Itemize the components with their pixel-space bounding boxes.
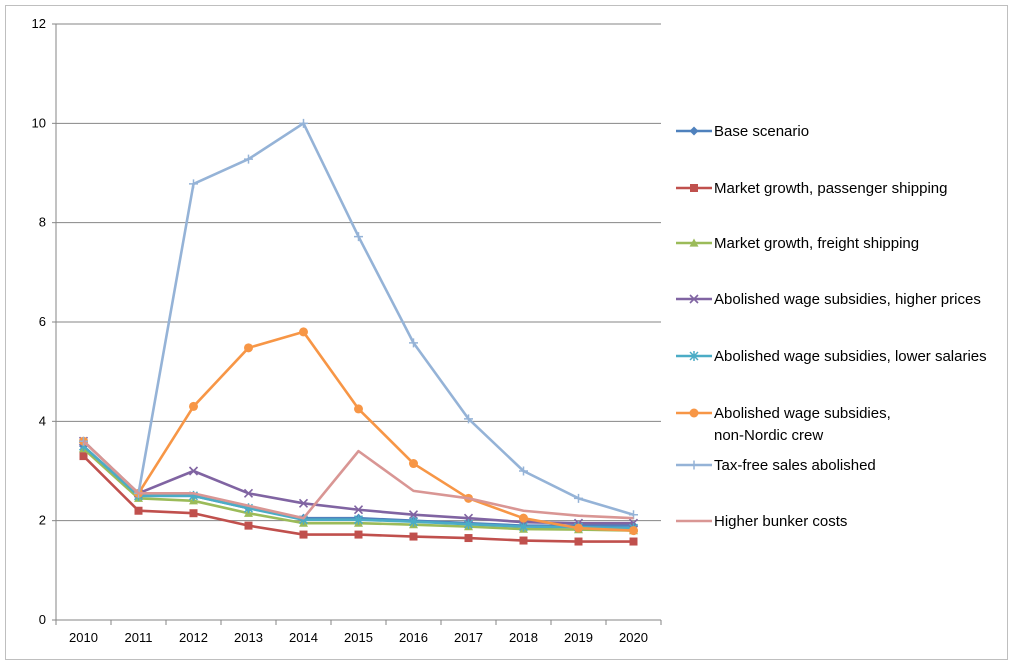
legend-entry: Abolished wage subsidies, higher prices — [676, 291, 981, 308]
data-point-square — [519, 536, 528, 545]
data-point-square — [629, 537, 638, 546]
legend-entry: Market growth, freight shipping — [676, 235, 919, 252]
x-tick-label: 2013 — [234, 630, 263, 645]
legend: Base scenario Market growth, passenger sh… — [676, 123, 987, 530]
legend-label: Abolished wage subsidies, lower salaries — [714, 348, 987, 365]
legend-label: Market growth, freight shipping — [714, 235, 919, 252]
y-tick-label: 12 — [32, 16, 46, 31]
data-point-x — [298, 498, 309, 508]
data-point-plus — [244, 154, 253, 164]
legend-label: Base scenario — [714, 123, 809, 140]
series-7 — [82, 440, 634, 520]
data-point-circle — [574, 523, 583, 533]
data-point-circle — [244, 343, 253, 353]
series-1 — [79, 452, 638, 546]
y-tick-label: 6 — [39, 314, 46, 329]
x-tick-label: 2015 — [344, 630, 373, 645]
legend-entry: Abolished wage subsidies, non-Nordic crew — [676, 405, 891, 444]
y-tick-label: 10 — [32, 115, 46, 130]
x-tick-label: 2014 — [289, 630, 318, 645]
data-point-diamond — [689, 126, 699, 136]
data-point-star — [353, 514, 364, 525]
line-chart: 0 2 4 6 8 10 12 2010 2011 2012 2013 2014 2015 2016 201… — [32, 16, 987, 645]
x-tick-label: 2016 — [399, 630, 428, 645]
data-point-plus — [409, 338, 418, 348]
data-point-x — [408, 510, 419, 520]
chart-frame: 0 2 4 6 8 10 12 2010 2011 2012 2013 2014 2015 2016 201… — [5, 5, 1008, 660]
data-point-x — [689, 294, 699, 304]
data-point-circle — [354, 404, 363, 414]
data-point-star — [463, 519, 474, 530]
x-tick-label: 2018 — [509, 630, 538, 645]
legend-entry: Market growth, passenger shipping — [676, 180, 947, 197]
data-point-square — [79, 452, 88, 461]
data-point-star — [408, 516, 419, 527]
series-5 — [79, 327, 638, 536]
data-point-star — [689, 351, 699, 361]
data-point-circle — [629, 526, 638, 536]
legend-label: Higher bunker costs — [714, 513, 847, 530]
y-tick-label: 4 — [39, 413, 46, 428]
legend-label: Abolished wage subsidies, higher prices — [714, 291, 981, 308]
data-point-square — [354, 530, 363, 539]
y-tick-label: 0 — [39, 612, 46, 627]
data-point-x — [243, 488, 254, 498]
data-point-circle — [409, 459, 418, 469]
data-point-circle — [689, 408, 699, 418]
data-point-plus — [189, 179, 198, 189]
series-line — [82, 122, 634, 516]
data-point-plus — [519, 466, 528, 476]
legend-entry: Base scenario — [676, 123, 809, 140]
data-point-square — [134, 506, 143, 515]
x-tick-label: 2019 — [564, 630, 593, 645]
series-6 — [79, 118, 638, 520]
data-point-circle — [299, 327, 308, 337]
data-point-square — [299, 530, 308, 539]
y-tick-label: 2 — [39, 513, 46, 528]
gridlines — [56, 23, 661, 522]
legend-label: Market growth, passenger shipping — [714, 180, 947, 197]
legend-entry: Abolished wage subsidies, lower salaries — [676, 348, 987, 365]
axes: 0 2 4 6 8 10 12 2010 2011 2012 2013 2014 2015 2016 201… — [32, 16, 662, 645]
data-point-triangle — [689, 238, 699, 247]
legend-label: Abolished wage subsidies, — [714, 405, 891, 422]
data-point-circle — [189, 401, 198, 411]
legend-label: non-Nordic crew — [714, 427, 823, 444]
series-line — [82, 440, 634, 520]
x-tick-label: 2017 — [454, 630, 483, 645]
data-point-plus — [574, 493, 583, 503]
data-point-circle — [519, 513, 528, 523]
y-tick-label: 8 — [39, 215, 46, 230]
x-tick-label: 2011 — [125, 630, 153, 645]
data-point-plus — [689, 460, 699, 470]
data-point-square — [409, 532, 418, 541]
data-point-square — [189, 509, 198, 518]
data-point-x — [188, 466, 199, 476]
data-point-x — [353, 505, 364, 515]
series-lines — [78, 118, 639, 546]
data-point-square — [464, 534, 473, 543]
x-tick-label: 2010 — [69, 630, 98, 645]
legend-entry: Tax-free sales abolished — [676, 457, 876, 474]
data-point-square — [244, 521, 253, 530]
x-tick-label: 2012 — [179, 630, 208, 645]
x-tick-label: 2020 — [619, 630, 648, 645]
data-point-plus — [354, 232, 363, 242]
data-point-plus — [464, 414, 473, 424]
legend-entry: Higher bunker costs — [676, 513, 847, 530]
data-point-square — [574, 537, 583, 546]
data-point-square — [690, 184, 698, 192]
legend-label: Tax-free sales abolished — [714, 457, 876, 474]
data-point-star — [518, 521, 529, 532]
data-point-plus — [299, 118, 308, 128]
